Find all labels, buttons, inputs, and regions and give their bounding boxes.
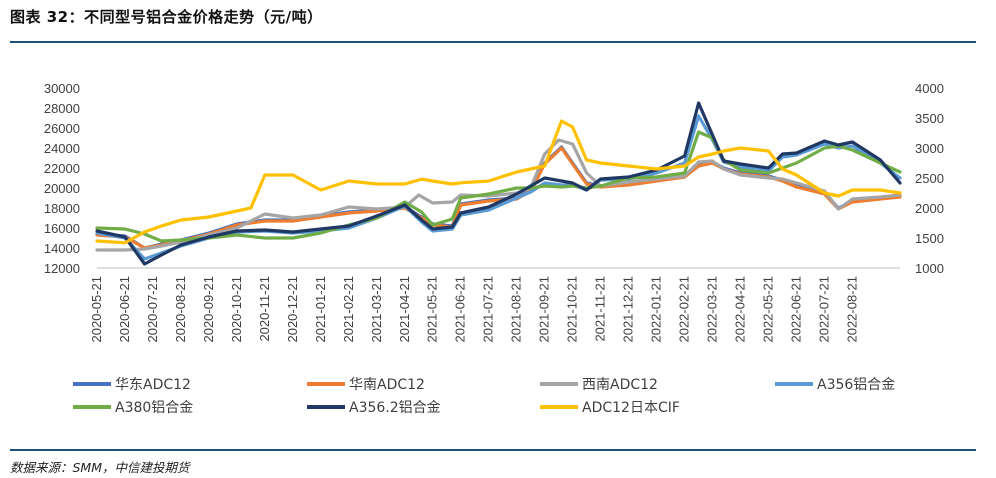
x-tick-label: 2021-03-21 — [369, 276, 384, 343]
legend-label: 西南ADC12 — [582, 377, 658, 393]
x-tick-label: 2021-05-21 — [425, 276, 440, 343]
x-tick-label: 2021-01-21 — [313, 276, 328, 343]
right-tick-label: 4000 — [915, 81, 944, 96]
legend-label: ADC12日本CIF — [582, 400, 680, 416]
figure-title: 图表 32：不同型号铝合金价格走势（元/吨） — [10, 8, 323, 26]
right-tick-label: 3000 — [915, 141, 944, 156]
x-tick-label: 2022-04-21 — [733, 276, 748, 343]
legend-label: 华南ADC12 — [349, 377, 425, 393]
series-line-6 — [95, 119, 902, 245]
bottom-rule — [10, 449, 976, 451]
x-tick-label: 2022-08-21 — [844, 276, 859, 343]
legend-label: A356.2铝合金 — [349, 400, 441, 416]
x-tick-label: 2021-07-21 — [481, 276, 496, 343]
series-line-4 — [95, 130, 902, 243]
x-tick-label: 2020-10-21 — [229, 276, 244, 343]
right-axis-ticks: 1000 1500 2000 2500 3000 3500 4000 — [915, 81, 944, 276]
right-tick-label: 1500 — [915, 231, 944, 246]
left-tick-label: 22000 — [44, 161, 80, 176]
left-tick-label: 24000 — [44, 141, 80, 156]
x-tick-label: 2020-06-21 — [117, 276, 132, 343]
x-tick-label: 2022-06-21 — [788, 276, 803, 343]
right-tick-label: 2500 — [915, 171, 944, 186]
x-tick-label: 2021-09-21 — [537, 276, 552, 343]
source-note: 数据来源：SMM，中信建投期货 — [10, 460, 190, 475]
left-tick-label: 16000 — [44, 221, 80, 236]
x-tick-label: 2021-02-21 — [341, 276, 356, 343]
left-tick-label: 20000 — [44, 181, 80, 196]
series-lines — [95, 101, 902, 266]
series-line-5 — [95, 101, 902, 266]
right-tick-label: 3500 — [915, 111, 944, 126]
left-tick-label: 18000 — [44, 201, 80, 216]
x-tick-label: 2022-01-21 — [649, 276, 664, 343]
right-tick-label: 1000 — [915, 261, 944, 276]
left-tick-label: 14000 — [44, 241, 80, 256]
x-tick-label: 2022-03-21 — [705, 276, 720, 343]
x-tick-label: 2021-06-21 — [453, 276, 468, 343]
legend: 华东ADC12 华南ADC12 西南ADC12 A356铝合金 A380铝合金 A356.… — [73, 377, 895, 416]
x-tick-label: 2021-08-21 — [509, 276, 524, 343]
x-tick-label: 2021-04-21 — [397, 276, 412, 343]
x-tick-label: 2022-07-21 — [816, 276, 831, 343]
x-tick-label: 2020-07-21 — [145, 276, 160, 343]
x-tick-label: 2022-02-21 — [677, 276, 692, 343]
x-axis-ticks: 2020-05-21 2020-06-21 2020-07-21 2020-08-21… — [89, 276, 859, 343]
left-axis-ticks: 12000 14000 16000 18000 20000 22000 24000 26000… — [44, 81, 80, 276]
series-line-2 — [95, 138, 902, 252]
right-tick-label: 2000 — [915, 201, 944, 216]
x-tick-label: 2021-12-21 — [621, 276, 636, 343]
x-tick-label: 2022-05-21 — [760, 276, 775, 343]
left-tick-label: 12000 — [44, 261, 80, 276]
left-tick-label: 26000 — [44, 121, 80, 136]
left-tick-label: 28000 — [44, 101, 80, 116]
x-tick-label: 2020-08-21 — [173, 276, 188, 343]
x-tick-label: 2020-05-21 — [89, 276, 104, 343]
left-tick-label: 30000 — [44, 81, 80, 96]
legend-label: 华东ADC12 — [115, 377, 191, 393]
x-tick-label: 2020-09-21 — [201, 276, 216, 343]
x-tick-label: 2021-10-21 — [565, 276, 580, 343]
x-tick-label: 2020-12-21 — [285, 276, 300, 343]
legend-label: A380铝合金 — [115, 400, 193, 416]
top-rule — [10, 41, 976, 43]
x-tick-label: 2020-11-21 — [257, 276, 272, 342]
legend-label: A356铝合金 — [817, 377, 895, 393]
x-tick-label: 2021-11-21 — [593, 276, 608, 342]
